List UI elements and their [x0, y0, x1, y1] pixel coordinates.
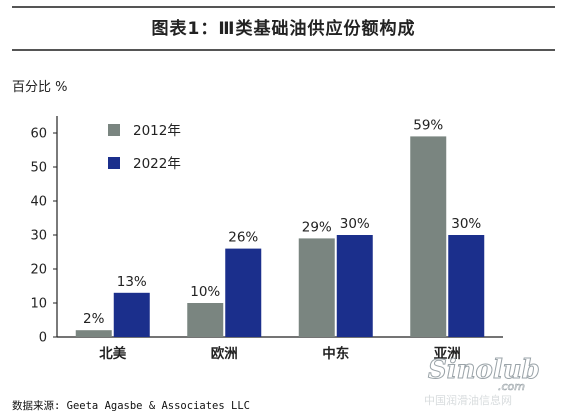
- y-tick-label: 60: [30, 127, 47, 142]
- x-category-label: 亚洲: [434, 346, 461, 362]
- bar-中东-2022年: [336, 235, 373, 337]
- y-tick-label: 0: [39, 331, 47, 346]
- bar-亚洲-2012年: [410, 136, 447, 337]
- bar-北美-2012年: [75, 330, 112, 337]
- x-category-label: 欧洲: [211, 345, 238, 362]
- data-label: 30%: [451, 216, 481, 232]
- y-tick-label: 20: [30, 263, 47, 278]
- legend-swatch: [108, 124, 120, 136]
- y-axis-label: 百分比 %: [12, 80, 68, 95]
- bar-欧洲-2022年: [225, 248, 262, 337]
- bar-欧洲-2012年: [187, 303, 224, 337]
- legend-swatch: [108, 157, 120, 169]
- y-tick-label: 40: [30, 195, 47, 210]
- x-category-label: 中东: [322, 345, 349, 362]
- source-note: 数据来源: Geeta Agasbe & Associates LLC: [12, 400, 250, 412]
- data-label: 2%: [83, 311, 105, 327]
- data-label: 29%: [302, 219, 332, 235]
- legend-label: 2012年: [133, 123, 181, 139]
- title-rule: [12, 49, 555, 51]
- bar-亚洲-2022年: [448, 235, 485, 337]
- y-tick-label: 50: [30, 161, 47, 176]
- data-label: 13%: [117, 274, 147, 290]
- bar-中东-2012年: [298, 238, 335, 337]
- top-rule: [12, 6, 555, 8]
- bar-北美-2022年: [113, 292, 150, 337]
- data-label: 30%: [340, 216, 370, 232]
- data-label: 26%: [228, 230, 258, 246]
- x-category-label: 北美: [99, 345, 126, 362]
- data-label: 10%: [190, 284, 220, 300]
- chart-title: 图表1：Ⅲ类基础油供应份额构成: [151, 19, 416, 39]
- data-label: 59%: [413, 117, 443, 133]
- y-tick-label: 30: [30, 229, 47, 244]
- legend-label: 2022年: [133, 156, 181, 172]
- y-tick-label: 10: [30, 297, 47, 312]
